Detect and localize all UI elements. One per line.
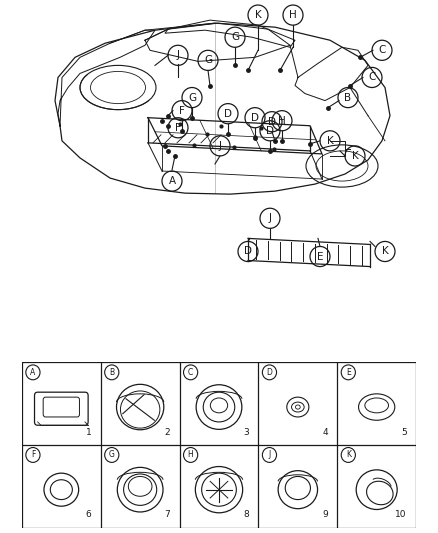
Text: A: A — [169, 176, 176, 186]
Text: G: G — [109, 450, 115, 459]
Text: B: B — [109, 368, 114, 377]
Text: J: J — [177, 50, 180, 60]
Text: G: G — [231, 32, 239, 42]
Text: F: F — [179, 106, 185, 116]
Text: A: A — [30, 368, 35, 377]
Text: D: D — [224, 109, 232, 119]
Text: D: D — [244, 246, 252, 256]
Text: 2: 2 — [165, 428, 170, 437]
Text: K: K — [381, 246, 389, 256]
Text: J: J — [219, 141, 222, 151]
Text: 10: 10 — [395, 511, 406, 519]
Text: F: F — [31, 450, 35, 459]
Text: G: G — [188, 93, 196, 102]
Text: F: F — [175, 123, 181, 133]
Text: 1: 1 — [85, 428, 91, 437]
Text: D: D — [266, 126, 274, 136]
Text: K: K — [254, 10, 261, 20]
Text: B: B — [344, 93, 352, 102]
Text: K: K — [352, 151, 358, 161]
Text: H: H — [278, 116, 286, 126]
Text: G: G — [204, 55, 212, 66]
Text: D: D — [251, 112, 259, 123]
Text: E: E — [346, 368, 351, 377]
Text: 9: 9 — [322, 511, 328, 519]
Text: H: H — [188, 450, 194, 459]
Text: C: C — [378, 45, 386, 55]
Text: K: K — [327, 136, 333, 146]
Text: K: K — [346, 450, 351, 459]
Text: D: D — [268, 117, 276, 127]
Text: D: D — [266, 368, 272, 377]
Text: J: J — [268, 213, 272, 223]
Text: 7: 7 — [164, 511, 170, 519]
Text: 4: 4 — [322, 428, 328, 437]
Text: C: C — [188, 368, 193, 377]
Text: 5: 5 — [401, 428, 406, 437]
Text: C: C — [368, 72, 376, 83]
Text: 6: 6 — [85, 511, 91, 519]
Text: 8: 8 — [243, 511, 249, 519]
Text: E: E — [317, 252, 323, 262]
Text: 3: 3 — [243, 428, 249, 437]
Text: J: J — [268, 450, 271, 459]
Text: H: H — [289, 10, 297, 20]
